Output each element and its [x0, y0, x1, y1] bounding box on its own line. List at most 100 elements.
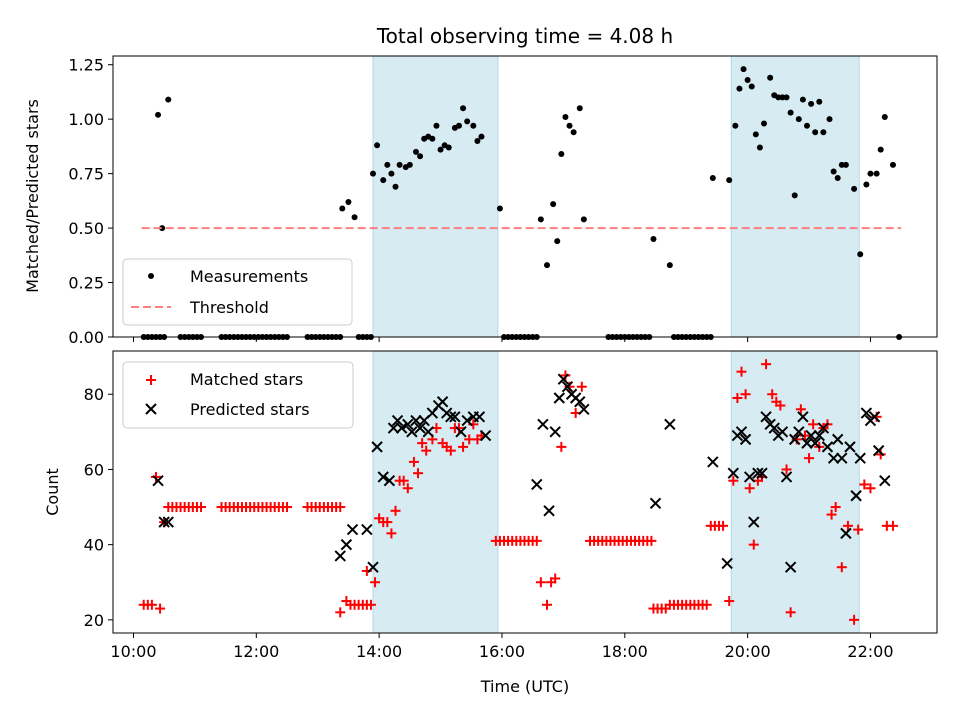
matched-star-point: [408, 456, 419, 467]
matched-star-point: [646, 535, 657, 546]
legend-measurement-marker: [148, 273, 154, 279]
measurement-point: [445, 144, 452, 151]
predicted-star-point: [827, 452, 840, 464]
predicted-star-point: [377, 471, 389, 483]
predicted-star-point: [707, 456, 719, 468]
bottom-legend-frame: [122, 361, 354, 429]
matched-star-point: [556, 441, 567, 452]
predicted-star-point: [860, 407, 873, 419]
matched-star-point: [761, 359, 772, 370]
measurement-point: [761, 120, 768, 127]
predicted-star-point: [797, 411, 809, 423]
predicted-star-point: [557, 373, 570, 385]
matched-star-point: [458, 441, 469, 452]
predicted-star-point: [776, 426, 789, 438]
top-legend-frame: [122, 258, 353, 326]
predicted-star-point: [414, 422, 426, 434]
predicted-star-point: [821, 441, 834, 453]
bottom-panel: 20 40 60 80 10:00 12:00 14:00 16:00 18:00 20:00 22…: [84, 350, 938, 661]
matched-star-point: [875, 449, 886, 460]
measurement-point: [406, 161, 413, 168]
matched-star-point: [535, 577, 546, 588]
predicted-star-point: [739, 433, 752, 446]
matched-star-point: [365, 599, 376, 610]
measurement-point: [808, 100, 815, 107]
predicted-star-point: [840, 527, 852, 540]
predicted-star-point: [537, 418, 549, 431]
predicted-star-point: [748, 516, 760, 528]
predicted-star-point: [789, 433, 801, 446]
matched-star-point: [718, 520, 729, 531]
matched-star-point: [531, 535, 542, 546]
observing-window-band: [372, 350, 499, 634]
legend-measurements: Measurements: [190, 267, 308, 286]
y-tick-label: 0.00: [68, 328, 104, 347]
predicted-star-point: [850, 490, 862, 502]
measurement-point: [791, 192, 798, 199]
predicted-star-point: [780, 471, 793, 483]
measurement-point: [570, 129, 577, 136]
predicted-star-point: [553, 392, 565, 404]
matched-star-point: [830, 502, 841, 513]
matched-star-point: [150, 471, 161, 482]
predicted-star-point: [387, 422, 400, 434]
measurement-point: [804, 122, 811, 129]
matched-star-point: [808, 419, 819, 430]
matched-star-point: [740, 389, 751, 400]
matched-star-point: [865, 483, 876, 494]
x-tick-label: 14:00: [356, 642, 402, 661]
predicted-star-point: [367, 561, 379, 573]
measurement-point: [748, 83, 755, 90]
y-tick-label: 0.25: [68, 274, 104, 293]
predicted-star-point: [334, 550, 346, 562]
matched-star-point: [795, 404, 806, 415]
top-legend: Measurements Threshold: [122, 258, 353, 326]
predicted-star-point: [410, 414, 422, 427]
predicted-star-point: [578, 403, 590, 415]
measurement-point: [834, 174, 841, 181]
predicted-star-point: [152, 475, 164, 487]
y-tick-label: 0.50: [68, 219, 104, 238]
legend-predicted: Predicted stars: [190, 400, 310, 419]
matched-star-point: [836, 562, 847, 573]
matched-star-point: [542, 599, 553, 610]
measurement-point: [537, 216, 544, 223]
measurement-point: [417, 153, 424, 160]
predicted-star-point: [402, 418, 414, 431]
measurement-point: [799, 96, 806, 103]
x-tick-label: 22:00: [847, 642, 893, 661]
predicted-star-point: [395, 422, 408, 434]
measurement-point: [767, 74, 774, 81]
measurement-point: [566, 122, 573, 129]
matched-star-point: [826, 509, 837, 520]
matched-star-point: [887, 520, 898, 531]
measurement-point: [830, 168, 837, 175]
legend-plus-marker: [146, 375, 156, 385]
matched-star-point: [421, 445, 432, 456]
measurement-point: [474, 137, 481, 144]
measurement-point: [558, 151, 565, 158]
measurement-point: [740, 66, 747, 73]
predicted-star-point: [406, 426, 418, 438]
measurement-point: [374, 142, 381, 149]
predicted-star-point: [854, 452, 866, 464]
predicted-star-point: [422, 426, 434, 438]
predicted-star-point: [436, 396, 449, 408]
measurement-point: [388, 170, 395, 177]
measurement-point: [550, 201, 557, 208]
predicted-star-point: [743, 471, 756, 483]
matched-star-point: [335, 502, 346, 513]
measurement-point: [756, 144, 763, 151]
predicted-star-point: [721, 557, 733, 570]
matched-star-point: [335, 607, 346, 618]
predicted-star-point: [664, 418, 676, 431]
predicted-star-point: [809, 437, 821, 449]
matched-star-point: [155, 603, 166, 614]
measurement-point: [842, 161, 849, 168]
predicted-star-point: [574, 396, 586, 408]
measurement-point: [732, 122, 739, 129]
y-tick-label: 1.25: [68, 56, 104, 75]
predicted-star-point: [879, 475, 891, 487]
measurement-point: [812, 129, 819, 136]
measurement-point: [496, 205, 503, 212]
